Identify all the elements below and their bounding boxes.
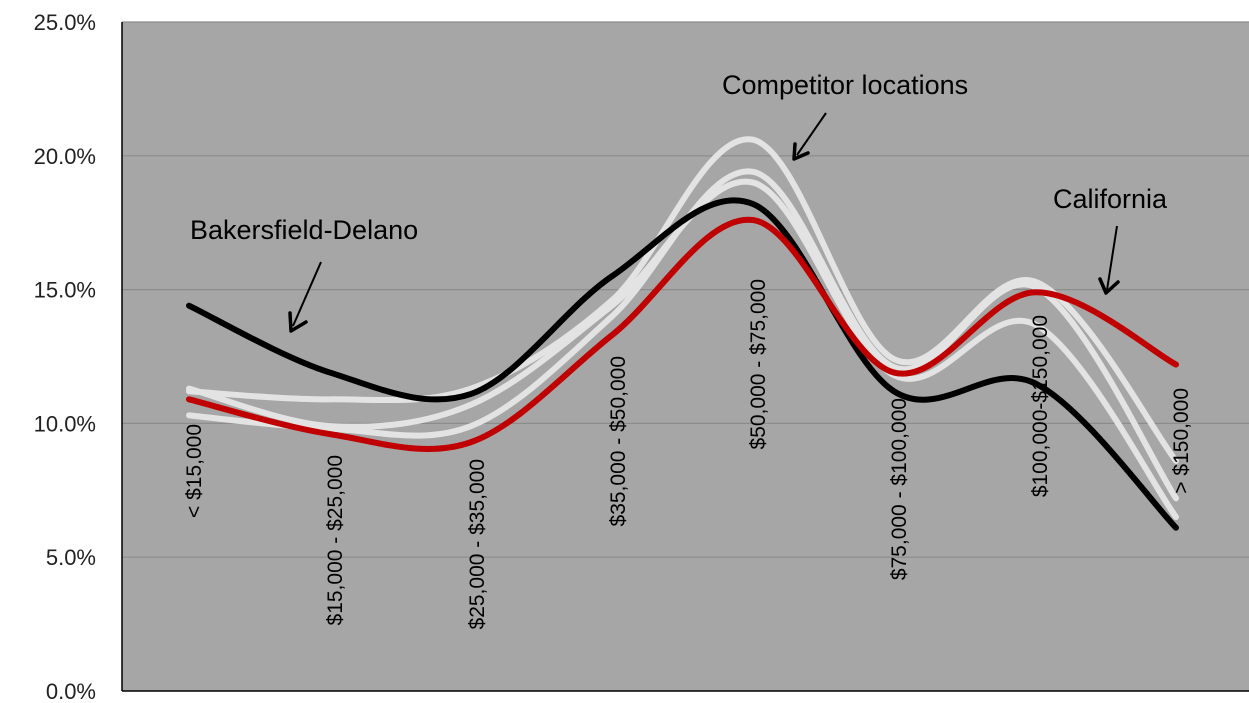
series-line-1 — [186, 168, 1179, 502]
annotation-competitor-locations: Competitor locations — [722, 70, 968, 100]
x-tick-label: $35,000 - $50,000 — [607, 356, 630, 526]
x-tick-label: $25,000 - $35,000 — [466, 459, 489, 629]
annotation-arrow-competitor-locations — [796, 112, 827, 156]
y-tick-labels: 0.0% 5.0% 10.0% 15.0% 20.0% 25.0% — [34, 10, 96, 703]
x-tick-label: $75,000 - $100,000 — [888, 398, 911, 580]
y-tick-label: 5.0% — [46, 545, 96, 570]
y-tick-label: 10.0% — [34, 411, 96, 436]
x-tick-label: > $150,000 — [1170, 388, 1193, 494]
y-tick-label: 20.0% — [34, 144, 96, 169]
x-tick-labels: < $15,000 $15,000 - $25,000 $25,000 - $35,… — [183, 279, 1193, 629]
x-tick-label: < $15,000 — [183, 424, 206, 518]
series-lines — [186, 136, 1179, 531]
plot-area — [122, 22, 1249, 691]
series-line-0 — [186, 136, 1179, 464]
annotation-arrow-california — [1106, 225, 1118, 291]
axes — [121, 22, 1249, 692]
annotation-bakersfield-delano: Bakersfield-Delano — [190, 215, 418, 245]
series-line-2 — [186, 178, 1179, 521]
annotation-arrowhead-competitor-locations — [792, 142, 810, 161]
x-tick-label: $15,000 - $25,000 — [324, 455, 347, 625]
annotation-arrowhead-bakersfield-delano — [288, 311, 308, 333]
y-tick-label: 0.0% — [46, 679, 96, 703]
x-tick-label: $100,000-$150,000 — [1029, 315, 1052, 497]
series-line-4 — [186, 216, 1179, 453]
series-line-3 — [186, 197, 1179, 531]
annotations: Bakersfield-Delano Competitor locations … — [190, 70, 1168, 333]
y-tick-label: 15.0% — [34, 278, 96, 303]
annotation-california: California — [1053, 184, 1168, 214]
y-tick-label: 25.0% — [34, 10, 96, 35]
x-tick-label: $50,000 - $75,000 — [747, 279, 770, 449]
annotation-arrow-bakersfield-delano — [292, 261, 322, 327]
annotation-arrowhead-california — [1098, 277, 1120, 295]
